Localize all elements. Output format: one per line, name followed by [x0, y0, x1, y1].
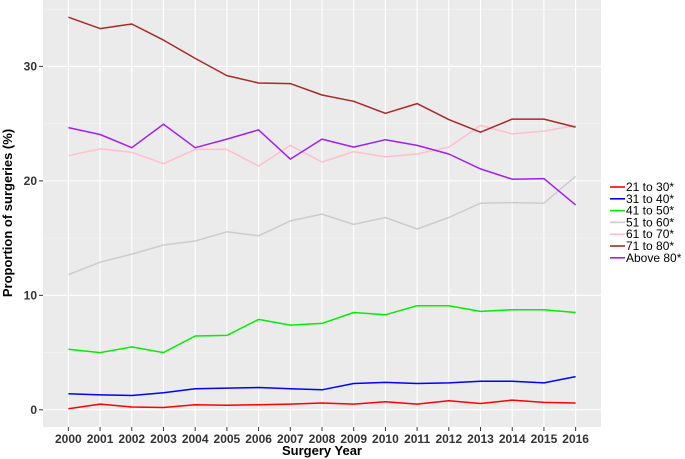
- x-tick-label: 2007: [277, 432, 304, 446]
- y-tick-label: 20: [24, 174, 38, 188]
- legend-label: 51 to 60*: [626, 215, 674, 229]
- series-line: [68, 399, 576, 410]
- x-tick-label: 2006: [245, 432, 272, 446]
- x-axis-ticks: 2000 2001 2002 2003 2004 2005 2006 2007 2008 2009…: [55, 427, 589, 446]
- series-line: [68, 123, 577, 206]
- series-lines: [68, 16, 577, 410]
- x-tick-label: 2011: [404, 432, 430, 446]
- y-axis-ticks: 0 10 20 30: [24, 59, 43, 417]
- series-line: [68, 375, 576, 397]
- series-line: [68, 304, 576, 354]
- legend-label: 21 to 30*: [626, 180, 674, 194]
- x-tick-label: 2004: [182, 432, 209, 446]
- legend-label: 41 to 50*: [626, 204, 674, 218]
- x-tick-label: 2013: [467, 432, 494, 446]
- x-tick-label: 2015: [531, 432, 558, 446]
- x-tick-label: 2009: [340, 432, 367, 446]
- x-tick-label: 2010: [372, 432, 399, 446]
- x-tick-label: 2014: [499, 432, 526, 446]
- x-tick-label: 2001: [87, 432, 114, 446]
- x-axis-title: Surgery Year: [282, 443, 362, 458]
- major-gridlines: [43, 0, 601, 427]
- y-tick-label: 30: [24, 59, 38, 73]
- series-line: [68, 16, 576, 133]
- legend-label: Above 80*: [626, 251, 682, 265]
- legend-label: 71 to 80*: [626, 239, 674, 253]
- legend-label: 61 to 70*: [626, 227, 674, 241]
- x-tick-label: 2005: [214, 432, 241, 446]
- series-line: [68, 175, 577, 276]
- legend: 21 to 30*31 to 40*41 to 50*51 to 60*61 t…: [610, 180, 682, 265]
- x-tick-label: 2003: [150, 432, 177, 446]
- x-tick-label: 2008: [309, 432, 336, 446]
- x-tick-label: 2002: [118, 432, 145, 446]
- legend-label: 31 to 40*: [626, 192, 674, 206]
- y-tick-label: 0: [30, 403, 37, 417]
- y-axis-title: Proportion of surgeries (%): [0, 129, 15, 297]
- y-tick-label: 10: [24, 288, 38, 302]
- x-tick-label: 2000: [55, 432, 82, 446]
- x-tick-label: 2016: [562, 432, 589, 446]
- x-tick-label: 2012: [435, 432, 462, 446]
